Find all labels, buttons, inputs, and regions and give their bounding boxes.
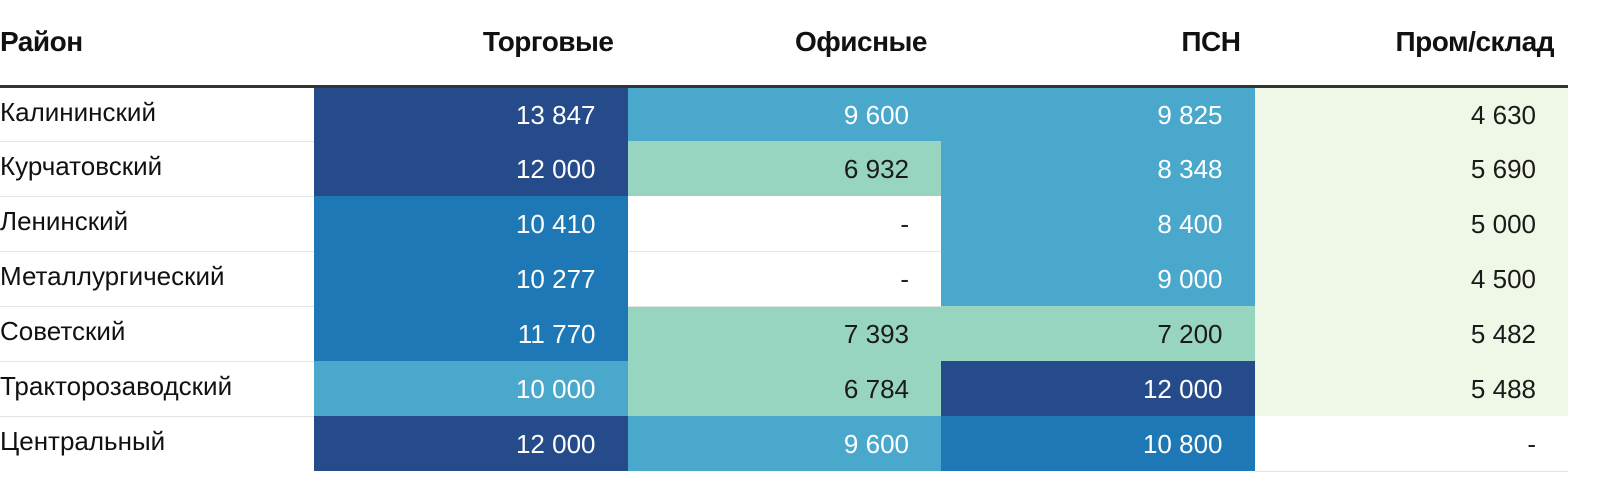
- heatmap-cell: 5 690: [1254, 141, 1568, 196]
- row-label: Металлургический: [0, 251, 314, 307]
- heatmap-cell: -: [627, 251, 941, 307]
- heatmap-cell: 7 393: [627, 306, 941, 361]
- heatmap-cell: 4 630: [1254, 86, 1568, 141]
- heatmap-cell: 13 847: [314, 86, 628, 141]
- heatmap-cell: 8 348: [941, 141, 1255, 196]
- heatmap-cell: 9 600: [627, 86, 941, 141]
- heatmap-cell: 5 000: [1254, 196, 1568, 251]
- header-row: Район Торговые Офисные ПСН Пром/склад: [0, 0, 1568, 88]
- heatmap-cell: 10 800: [941, 416, 1255, 471]
- heatmap-cell: 4 500: [1254, 251, 1568, 306]
- heatmap-table-container: Район Торговые Офисные ПСН Пром/склад Ка…: [0, 0, 1568, 472]
- table-row: Тракторозаводский 10 000 6 784 12 000 5 488: [0, 361, 1568, 417]
- heatmap-cell: -: [627, 196, 941, 252]
- table-row: Советский 11 770 7 393 7 200 5 482: [0, 306, 1568, 362]
- heatmap-cell: 5 488: [1254, 361, 1568, 416]
- table-row: Калининский 13 847 9 600 9 825 4 630: [0, 86, 1568, 142]
- column-header-psn: ПСН: [941, 0, 1255, 88]
- heatmap-cell: 10 000: [314, 361, 628, 416]
- heatmap-cell: 12 000: [941, 361, 1255, 416]
- row-label: Ленинский: [0, 196, 314, 252]
- column-header-office: Офисные: [627, 0, 941, 88]
- heatmap-cell: 9 825: [941, 86, 1255, 141]
- heatmap-cell: 12 000: [314, 416, 628, 471]
- column-header-retail: Торговые: [314, 0, 628, 88]
- heatmap-cell: 9 600: [627, 416, 941, 471]
- table-row: Металлургический 10 277-9 000 4 500: [0, 251, 1568, 307]
- heatmap-table: Район Торговые Офисные ПСН Пром/склад Ка…: [0, 0, 1568, 472]
- column-header-district: Район: [0, 0, 314, 88]
- heatmap-cell: -: [1254, 416, 1568, 472]
- table-body: Калининский 13 847 9 600 9 825 4 630 Курчатов…: [0, 86, 1568, 472]
- row-label: Советский: [0, 306, 314, 362]
- heatmap-cell: 7 200: [941, 306, 1255, 361]
- heatmap-cell: 12 000: [314, 141, 628, 196]
- heatmap-cell: 6 784: [627, 361, 941, 416]
- row-label: Тракторозаводский: [0, 361, 314, 417]
- heatmap-cell: 11 770: [314, 306, 628, 361]
- row-label: Калининский: [0, 86, 314, 142]
- heatmap-cell: 6 932: [627, 141, 941, 196]
- column-header-industrial-warehouse: Пром/склад: [1254, 0, 1568, 88]
- heatmap-cell: 9 000: [941, 251, 1255, 306]
- heatmap-cell: 10 410: [314, 196, 628, 251]
- table-row: Центральный 12 000 9 600 10 800-: [0, 416, 1568, 472]
- heatmap-cell: 10 277: [314, 251, 628, 306]
- heatmap-cell: 5 482: [1254, 306, 1568, 361]
- heatmap-cell: 8 400: [941, 196, 1255, 251]
- table-row: Ленинский 10 410-8 400 5 000: [0, 196, 1568, 252]
- row-label: Центральный: [0, 416, 314, 471]
- table-row: Курчатовский 12 000 6 932 8 348 5 690: [0, 141, 1568, 197]
- row-label: Курчатовский: [0, 141, 314, 197]
